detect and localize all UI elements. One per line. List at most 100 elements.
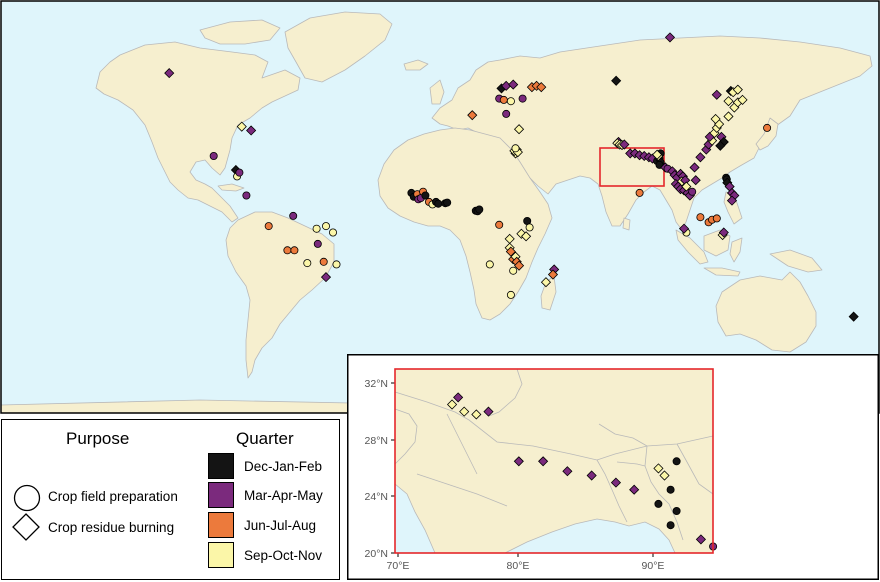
quarter-label-son: Sep-Oct-Nov xyxy=(244,548,323,563)
bay-of-bengal xyxy=(504,518,676,554)
purpose-label-burning: Crop residue burning xyxy=(48,520,175,535)
point-circle xyxy=(696,213,705,222)
purpose-label-prep: Crop field preparation xyxy=(48,489,178,504)
point-circle xyxy=(332,260,341,269)
point-diamond xyxy=(513,260,525,271)
point-circle xyxy=(319,257,328,266)
diamond-symbol-icon xyxy=(12,513,40,541)
lon-label-70: 70°E xyxy=(387,560,410,572)
point-diamond xyxy=(711,89,722,100)
inset-point-diamond xyxy=(562,466,573,477)
point-circle xyxy=(209,151,218,160)
lat-label-32: 32°N xyxy=(365,378,388,390)
point-circle xyxy=(475,205,484,214)
point-diamond xyxy=(678,223,690,234)
point-circle xyxy=(312,224,321,233)
java xyxy=(703,267,741,277)
point-diamond xyxy=(320,272,332,283)
inset-map: 32°N 28°N 24°N 20°N 70°E 80°E 90°E xyxy=(347,354,879,580)
inset-point-diamond xyxy=(586,470,597,481)
point-circle xyxy=(712,214,721,223)
legend: Purpose Quarter Crop field preparation C… xyxy=(1,419,340,580)
point-diamond xyxy=(848,311,859,322)
sri-lanka xyxy=(622,217,631,231)
lon-label-80: 80°E xyxy=(507,560,530,572)
point-diamond xyxy=(652,149,663,160)
point-circle xyxy=(485,260,494,269)
point-circle xyxy=(511,144,520,153)
inset-points xyxy=(446,392,718,551)
swatch-son xyxy=(208,542,234,568)
point-diamond xyxy=(695,152,706,163)
point-circle xyxy=(518,94,527,103)
point-circle xyxy=(499,95,508,104)
landmasses xyxy=(0,11,880,414)
inset-red-frame xyxy=(394,368,714,554)
point-diamond xyxy=(723,111,734,122)
point-diamond xyxy=(664,32,676,43)
inset-land xyxy=(395,369,713,553)
point-circle xyxy=(235,168,244,177)
point-diamond xyxy=(246,125,257,136)
inset-point-diamond xyxy=(538,456,549,467)
point-circle xyxy=(264,222,273,231)
point-diamond xyxy=(236,121,247,132)
swatch-djf xyxy=(208,453,234,479)
inset-point-diamond xyxy=(483,406,494,417)
point-circle xyxy=(283,246,292,255)
iceland xyxy=(403,59,429,71)
inset-point-diamond xyxy=(459,406,470,417)
inset-borders xyxy=(394,368,714,541)
swatch-mam xyxy=(208,482,234,508)
point-circle xyxy=(688,187,697,196)
point-circle xyxy=(763,123,772,132)
canadian-islands xyxy=(199,19,281,45)
sumatra xyxy=(675,229,709,265)
point-diamond xyxy=(690,175,701,186)
point-diamond xyxy=(540,277,552,288)
quarter-title: Quarter xyxy=(236,429,294,448)
australia xyxy=(715,271,817,353)
cuba xyxy=(217,183,245,192)
inset-tick-labels: 32°N 28°N 24°N 20°N 70°E 80°E 90°E xyxy=(365,378,665,572)
purpose-title: Purpose xyxy=(66,429,130,448)
circle-symbol-icon xyxy=(13,484,41,512)
point-circle xyxy=(502,109,511,118)
point-circle xyxy=(635,188,644,197)
great-britain xyxy=(429,79,445,105)
point-diamond xyxy=(467,110,478,121)
point-diamond xyxy=(619,139,630,150)
point-diamond xyxy=(715,140,726,151)
point-diamond xyxy=(718,227,729,238)
point-diamond xyxy=(513,124,525,135)
inset-point-diamond xyxy=(695,534,706,545)
quarter-label-jja: Jun-Jul-Aug xyxy=(244,518,317,533)
point-diamond xyxy=(521,231,532,242)
inset-point-diamond xyxy=(513,456,524,467)
point-circle xyxy=(443,198,452,207)
lon-label-90: 90°E xyxy=(642,560,665,572)
inset-point-diamond xyxy=(653,463,664,474)
point-diamond xyxy=(723,96,734,107)
inset-point-diamond xyxy=(453,392,464,403)
inset-point-circle xyxy=(672,457,681,466)
point-circle xyxy=(328,228,337,237)
point-circle xyxy=(321,222,330,231)
inset-point-diamond xyxy=(471,409,482,420)
world-map xyxy=(0,0,880,414)
point-diamond xyxy=(164,68,175,79)
inset-point-diamond xyxy=(629,484,640,495)
point-diamond xyxy=(732,84,743,95)
point-circle xyxy=(509,266,518,275)
point-diamond xyxy=(508,79,519,90)
point-diamond xyxy=(611,75,622,86)
inset-point-circle xyxy=(666,521,675,530)
world-points xyxy=(164,32,859,322)
point-diamond xyxy=(681,181,692,192)
point-diamond xyxy=(536,82,547,93)
point-circle xyxy=(289,211,298,220)
greenland xyxy=(284,11,393,83)
point-circle xyxy=(434,199,443,208)
point-diamond xyxy=(737,94,748,105)
inset-point-diamond xyxy=(610,477,622,488)
